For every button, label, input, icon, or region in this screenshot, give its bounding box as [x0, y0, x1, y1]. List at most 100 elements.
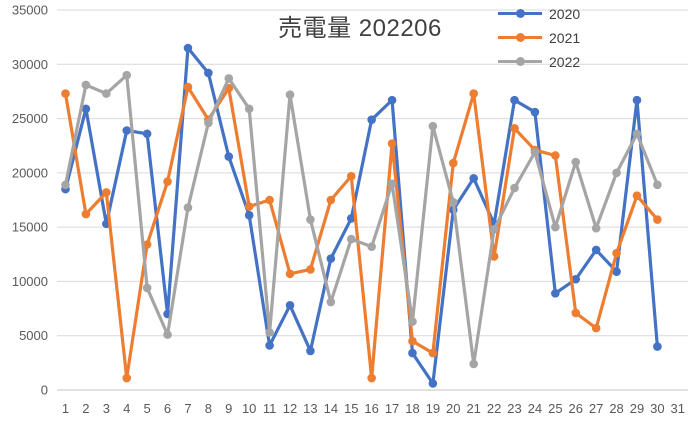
data-point-2020 [428, 379, 438, 388]
data-point-2021 [61, 89, 70, 98]
data-point-2022 [163, 330, 172, 339]
data-point-2021 [448, 158, 458, 168]
data-point-2020 [612, 267, 621, 276]
data-point-2021 [428, 348, 438, 358]
data-point-2020 [224, 152, 234, 161]
data-point-2022 [510, 183, 519, 193]
data-point-2020 [653, 342, 662, 351]
data-point-2020 [591, 245, 601, 255]
y-tick-label: 0 [41, 383, 48, 398]
data-point-2021 [571, 308, 581, 318]
data-point-2020 [306, 346, 315, 356]
x-tick-label: 18 [405, 401, 419, 416]
data-point-2022 [530, 147, 540, 157]
data-point-2020 [142, 129, 152, 139]
y-tick-label: 25000 [12, 111, 48, 126]
x-tick-label: 19 [426, 401, 440, 416]
legend: 2020 2021 2022 [498, 5, 580, 77]
y-tick-label: 35000 [12, 3, 48, 18]
data-point-2020 [551, 289, 560, 298]
data-point-2022 [224, 74, 234, 83]
x-tick-label: 7 [184, 401, 191, 416]
y-tick-label: 20000 [12, 165, 48, 180]
legend-swatch-2020-icon [498, 8, 542, 18]
data-point-2022 [244, 104, 254, 114]
data-point-2022 [326, 297, 336, 307]
x-tick-label: 20 [446, 401, 460, 416]
data-point-2022 [653, 180, 662, 190]
data-point-2022 [408, 317, 417, 326]
data-point-2022 [102, 89, 111, 98]
series-line-2020 [63, 46, 659, 386]
data-point-2021 [551, 151, 560, 160]
data-point-2021 [102, 188, 111, 197]
data-point-2020 [265, 341, 274, 350]
data-point-2020 [571, 274, 581, 284]
data-point-2021 [591, 323, 601, 333]
data-point-2020 [81, 104, 91, 114]
x-tick-label: 9 [225, 401, 232, 416]
data-point-2021 [326, 195, 336, 205]
x-tick-label: 17 [385, 401, 399, 416]
data-point-2020 [285, 301, 295, 310]
x-tick-label: 25 [548, 401, 562, 416]
y-tick-label: 30000 [12, 57, 48, 72]
x-tick-label: 26 [569, 401, 583, 416]
data-point-2022 [81, 80, 91, 90]
data-point-2020 [387, 95, 397, 105]
data-point-2022 [142, 283, 152, 293]
x-tick-label: 10 [242, 401, 256, 416]
data-point-2021 [367, 373, 376, 383]
data-point-2021 [346, 171, 356, 181]
legend-label: 2021 [549, 29, 581, 46]
x-tick-label: 2 [82, 401, 89, 416]
data-point-2020 [632, 95, 642, 105]
legend-item-2020[interactable]: 2020 [498, 5, 580, 22]
data-point-2021 [142, 240, 152, 249]
data-point-2020 [530, 107, 540, 117]
x-tick-label: 27 [589, 401, 603, 416]
legend-label: 2020 [549, 5, 581, 22]
x-tick-label: 31 [671, 401, 685, 416]
data-point-2020 [183, 43, 193, 53]
x-tick-label: 3 [103, 401, 110, 416]
data-point-2021 [183, 82, 193, 92]
data-point-2022 [183, 203, 193, 212]
legend-item-2021[interactable]: 2021 [498, 29, 580, 46]
data-point-2020 [122, 126, 132, 135]
x-tick-label: 29 [630, 401, 644, 416]
data-point-2021 [408, 336, 417, 346]
data-point-2020 [204, 68, 213, 78]
data-point-2020 [367, 115, 376, 124]
data-point-2022 [469, 359, 478, 369]
data-point-2022 [591, 223, 601, 233]
data-point-2022 [571, 157, 581, 167]
x-tick-label: 12 [283, 401, 297, 416]
x-tick-label: 21 [466, 401, 480, 416]
y-tick-label: 15000 [12, 220, 48, 235]
x-tick-label: 24 [528, 401, 542, 416]
data-point-2022 [285, 90, 295, 99]
data-point-2020 [408, 348, 417, 358]
y-tick-label: 5000 [19, 328, 48, 343]
data-point-2022 [346, 234, 356, 244]
data-point-2021 [285, 269, 295, 279]
data-point-2021 [632, 191, 642, 200]
legend-item-2022[interactable]: 2022 [498, 53, 580, 70]
x-tick-label: 15 [344, 401, 358, 416]
data-point-2022 [551, 222, 560, 232]
data-point-2022 [265, 328, 274, 337]
data-point-2020 [510, 95, 519, 105]
data-point-2022 [428, 121, 438, 131]
data-point-2022 [204, 118, 213, 128]
x-tick-label: 23 [507, 401, 521, 416]
legend-swatch-2021-icon [498, 32, 542, 42]
data-point-2020 [346, 214, 356, 223]
data-point-2022 [489, 225, 499, 234]
x-tick-label: 5 [144, 401, 151, 416]
legend-label: 2022 [549, 53, 581, 70]
data-point-2022 [612, 168, 621, 178]
data-point-2022 [122, 70, 132, 80]
